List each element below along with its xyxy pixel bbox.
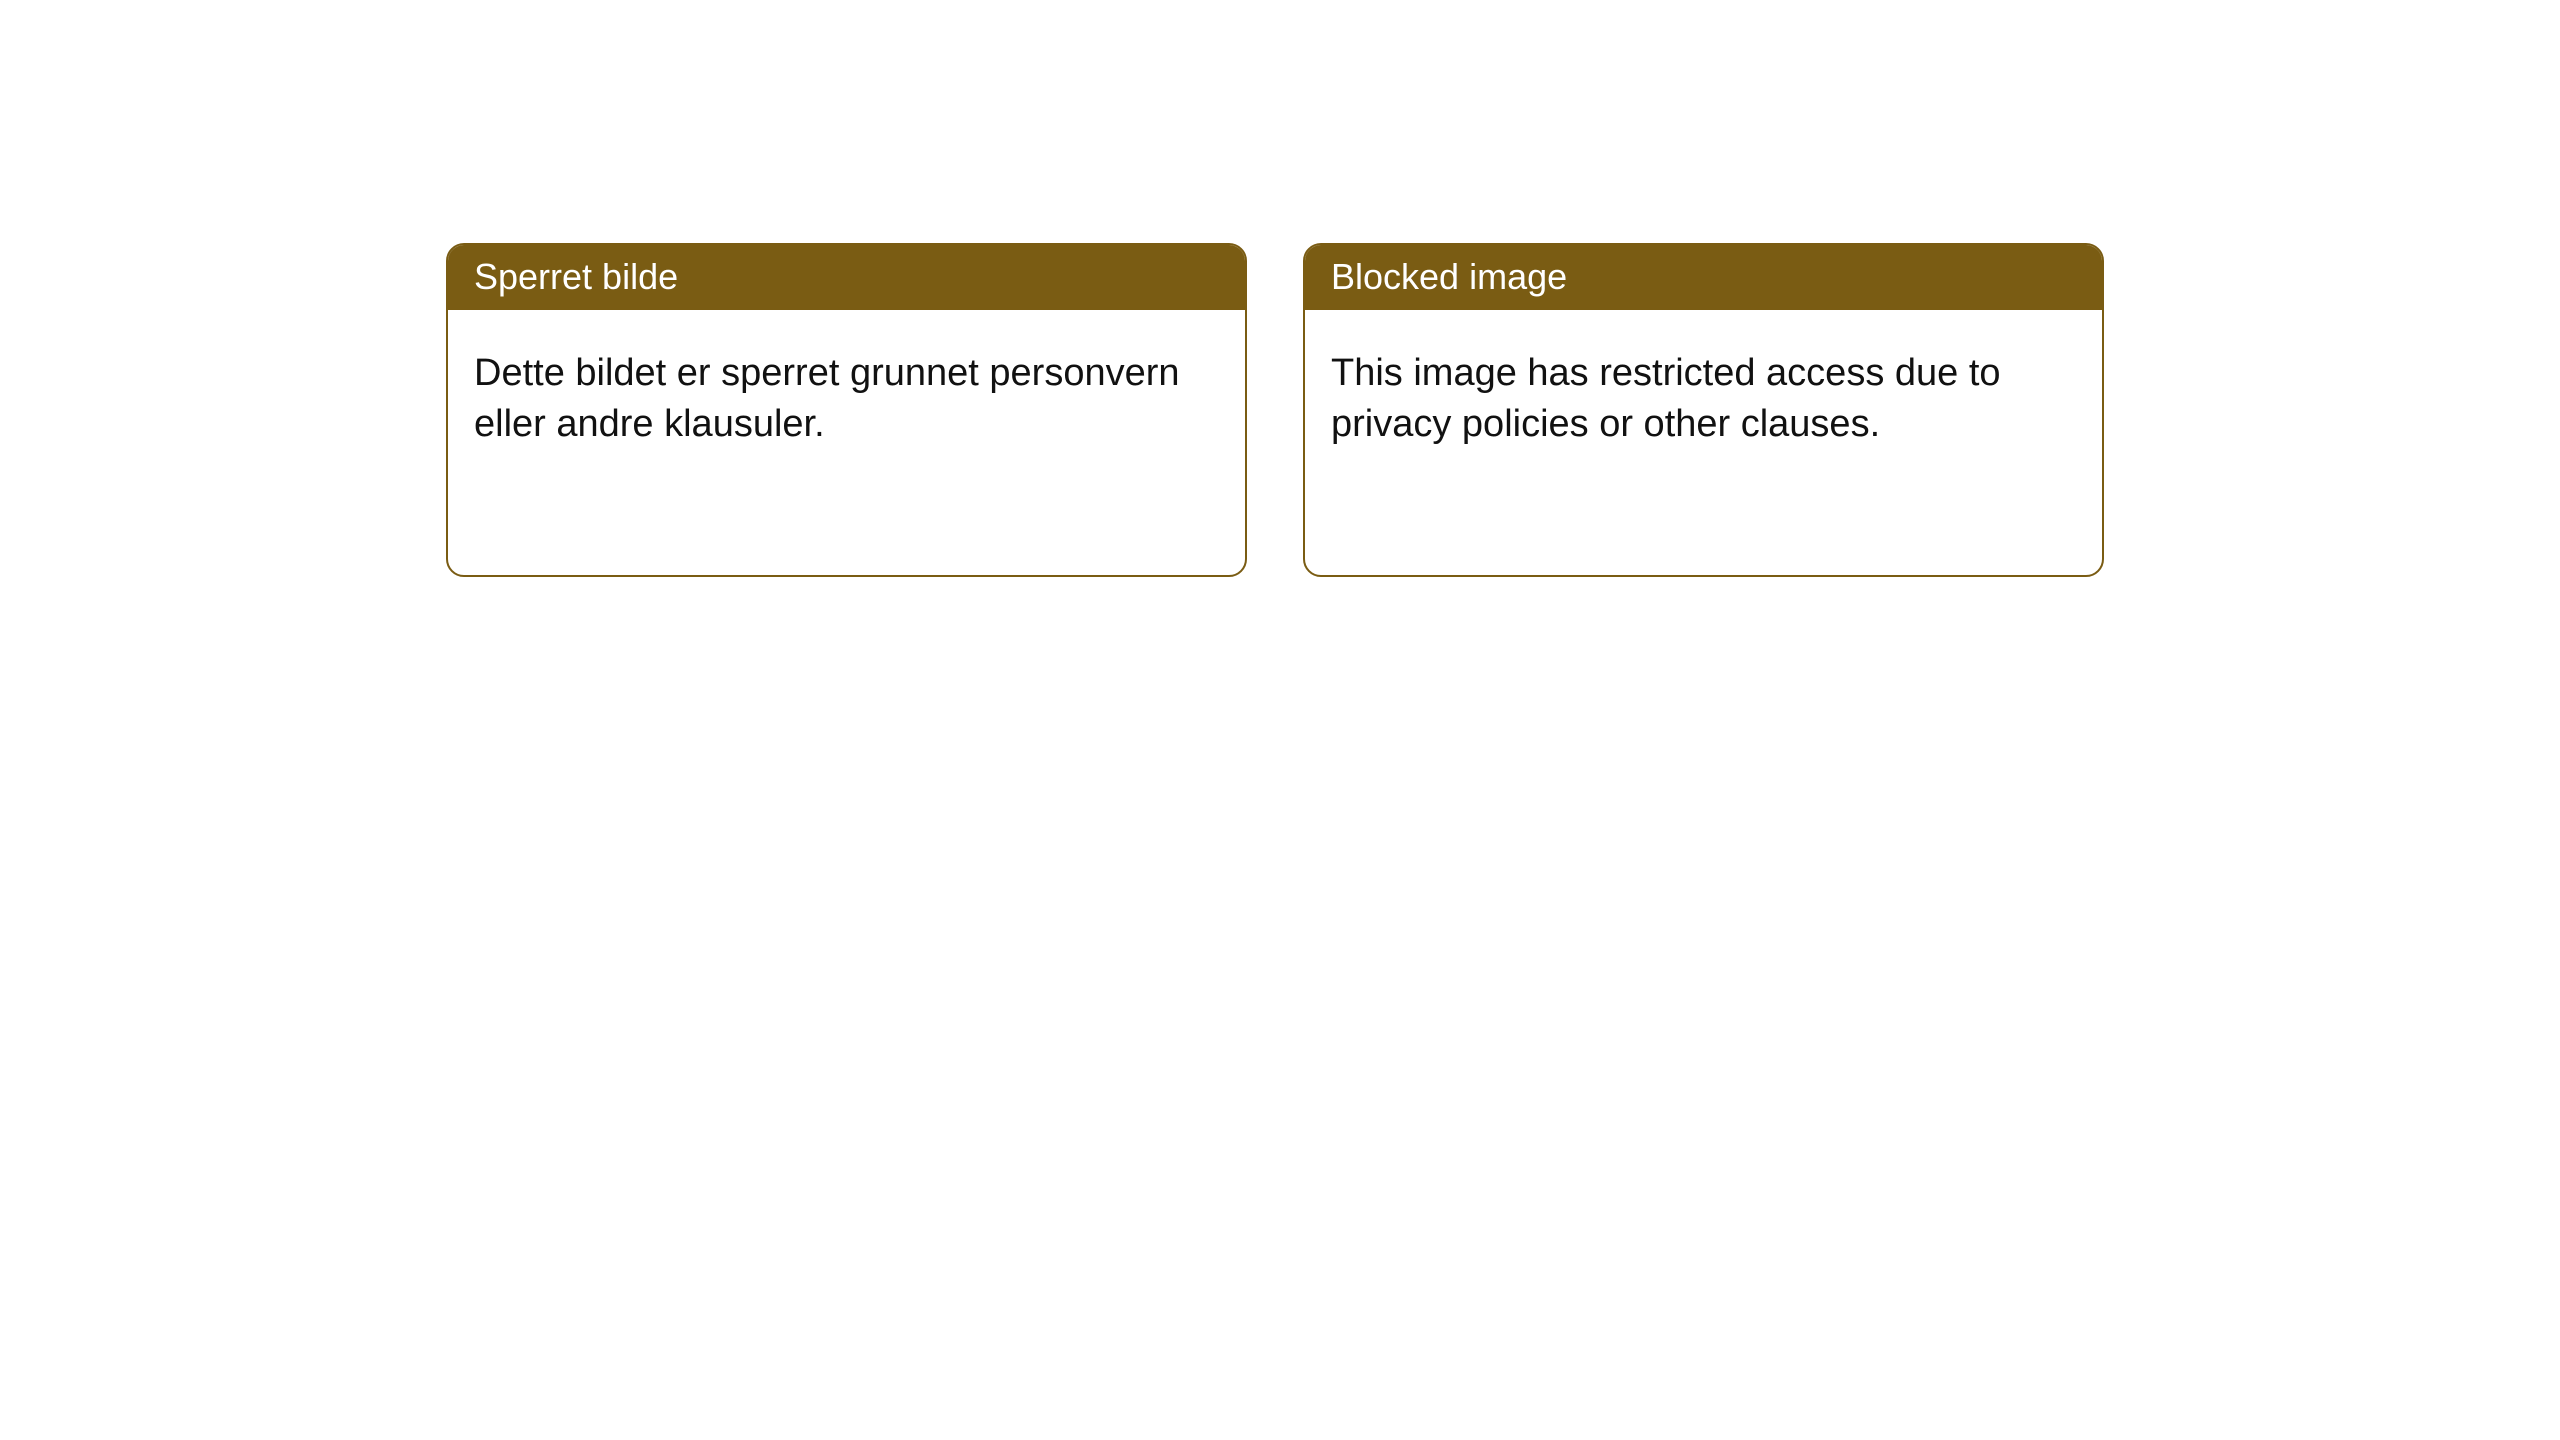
notice-message: Dette bildet er sperret grunnet personve… xyxy=(474,352,1180,445)
notice-container: Sperret bilde Dette bildet er sperret gr… xyxy=(446,243,2104,577)
notice-header: Sperret bilde xyxy=(448,245,1245,310)
notice-title: Blocked image xyxy=(1331,256,1567,297)
notice-body: Dette bildet er sperret grunnet personve… xyxy=(448,310,1245,477)
notice-box-norwegian: Sperret bilde Dette bildet er sperret gr… xyxy=(446,243,1247,577)
notice-box-english: Blocked image This image has restricted … xyxy=(1303,243,2104,577)
notice-body: This image has restricted access due to … xyxy=(1305,310,2102,477)
notice-message: This image has restricted access due to … xyxy=(1331,352,2001,445)
notice-header: Blocked image xyxy=(1305,245,2102,310)
notice-title: Sperret bilde xyxy=(474,256,678,297)
